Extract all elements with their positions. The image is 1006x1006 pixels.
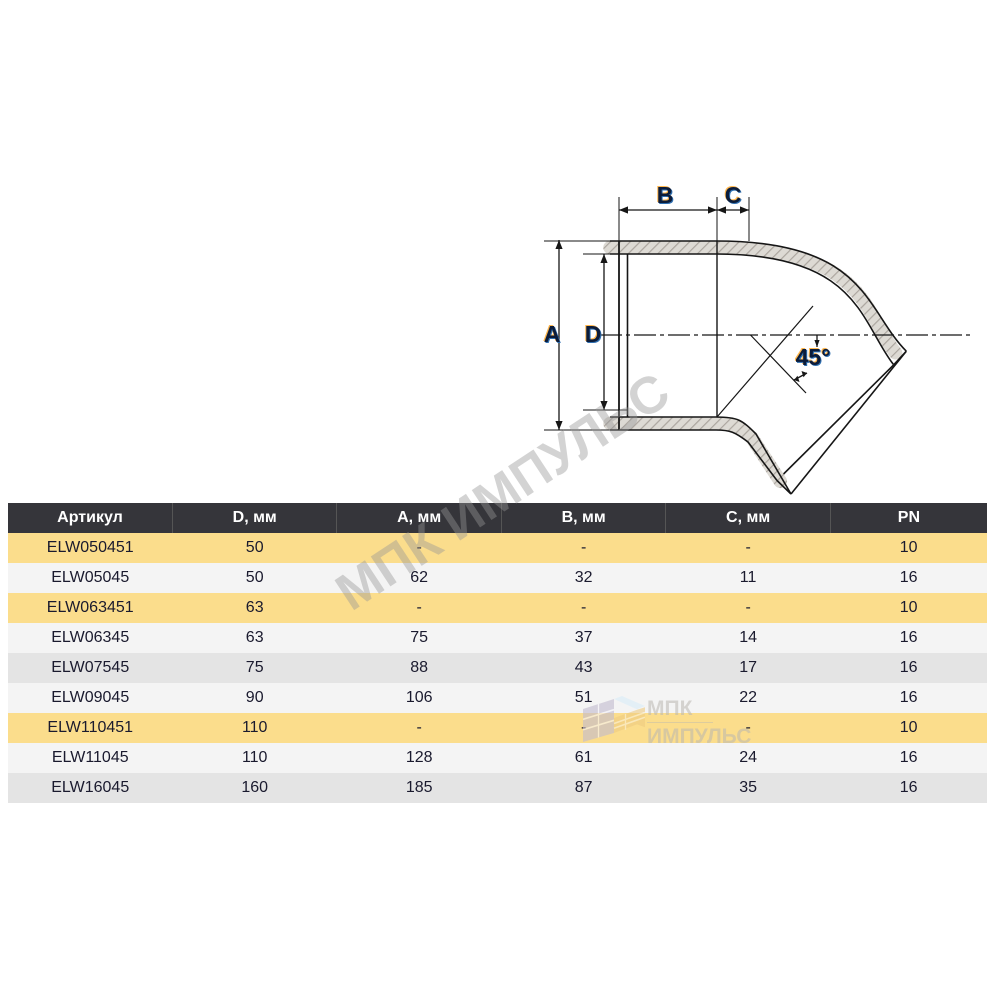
- svg-text:C: C: [725, 182, 742, 208]
- svg-text:B: B: [657, 182, 674, 208]
- svg-text:45°: 45°: [796, 344, 831, 370]
- svg-text:D: D: [585, 321, 602, 347]
- svg-text:A: A: [544, 321, 561, 347]
